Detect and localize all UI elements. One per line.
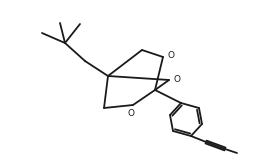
Text: O: O — [168, 52, 175, 60]
Text: O: O — [174, 75, 181, 85]
Text: O: O — [128, 109, 134, 117]
